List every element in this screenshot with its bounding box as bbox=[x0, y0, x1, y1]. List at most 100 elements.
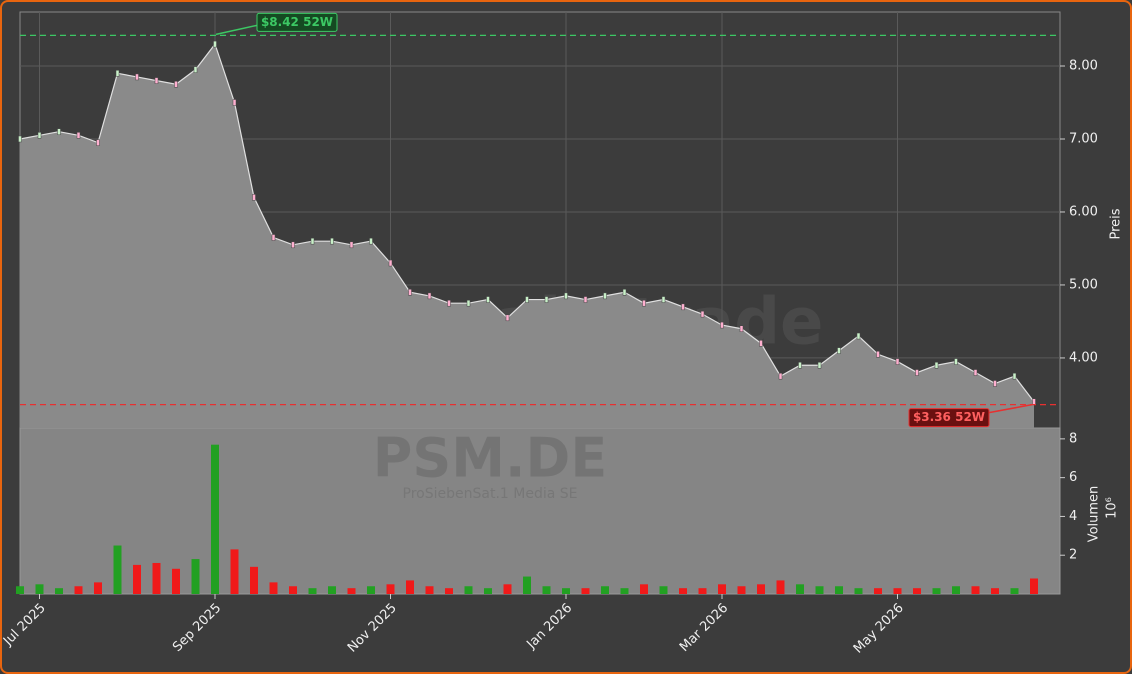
low-arrow bbox=[988, 403, 1033, 414]
volume-bar bbox=[191, 559, 200, 594]
volume-bar bbox=[913, 588, 921, 594]
candle bbox=[232, 99, 237, 106]
volume-bar bbox=[757, 584, 765, 594]
y2-axis-label: Volumen bbox=[1087, 486, 1102, 543]
high-arrow bbox=[215, 24, 258, 36]
volume-bar bbox=[386, 584, 395, 594]
candle bbox=[427, 292, 432, 300]
volume-bar bbox=[815, 586, 824, 594]
y-tick-label: 5.00 bbox=[1069, 277, 1098, 292]
volume-bar bbox=[874, 588, 882, 594]
volume-bar bbox=[952, 586, 960, 594]
candle bbox=[96, 139, 100, 146]
volume-bar bbox=[679, 588, 687, 594]
high-label-box bbox=[256, 12, 338, 32]
volume-bar bbox=[445, 588, 453, 594]
volume-bar bbox=[1030, 578, 1038, 594]
y-tick-label: 6.00 bbox=[1069, 204, 1098, 219]
volume-bar bbox=[776, 580, 785, 594]
candle bbox=[135, 73, 139, 81]
volume-bar bbox=[893, 588, 902, 594]
volume-bar bbox=[854, 588, 863, 594]
y2-tick-label: 4 bbox=[1069, 509, 1077, 524]
candle bbox=[622, 289, 627, 296]
candle bbox=[447, 299, 451, 307]
volume-bar bbox=[94, 582, 102, 594]
candle bbox=[349, 241, 354, 249]
x-tick-label: Jan 2026 bbox=[523, 601, 575, 653]
candle bbox=[330, 237, 334, 245]
volume-bar bbox=[1010, 588, 1019, 594]
volume-bar bbox=[230, 549, 239, 594]
low-label-box bbox=[908, 408, 990, 428]
y2-unit-label: 10⁶ bbox=[1105, 497, 1120, 519]
candle bbox=[720, 321, 724, 329]
volume-bar bbox=[523, 576, 531, 594]
candle bbox=[544, 296, 549, 303]
volume-bar bbox=[718, 584, 726, 594]
y-tick-label: 7.00 bbox=[1069, 131, 1098, 146]
volume-bar bbox=[269, 582, 278, 594]
volume-bar bbox=[74, 586, 83, 594]
candle bbox=[954, 358, 958, 365]
candle bbox=[174, 81, 178, 88]
candle bbox=[193, 66, 198, 73]
candle bbox=[213, 40, 217, 48]
candle bbox=[876, 351, 880, 358]
candle bbox=[466, 299, 471, 307]
candle bbox=[291, 241, 295, 249]
candle bbox=[154, 77, 159, 84]
volume-bar bbox=[406, 580, 414, 594]
volume-bar bbox=[796, 584, 804, 594]
volume-bar bbox=[484, 588, 492, 594]
candle bbox=[895, 358, 900, 365]
volume-bar bbox=[620, 588, 629, 594]
candle bbox=[778, 372, 783, 380]
y2-tick-label: 2 bbox=[1069, 548, 1077, 563]
volume-bar bbox=[991, 588, 999, 594]
y2-tick-label: 6 bbox=[1069, 470, 1077, 485]
volume-bar bbox=[328, 586, 336, 594]
candle bbox=[856, 332, 861, 340]
volume-bar bbox=[16, 586, 24, 594]
x-tick-label: Nov 2025 bbox=[345, 601, 400, 656]
volume-bar bbox=[172, 568, 180, 594]
volume-bar bbox=[35, 584, 44, 594]
symbol-watermark: PSM.DE bbox=[373, 427, 607, 490]
volume-bar bbox=[932, 588, 941, 594]
candle bbox=[603, 292, 607, 300]
volume-bar bbox=[113, 545, 122, 594]
candle bbox=[817, 361, 822, 369]
candle bbox=[739, 325, 744, 332]
candle bbox=[525, 296, 529, 303]
volume-bar bbox=[971, 586, 980, 594]
y-tick-label: 8.00 bbox=[1069, 59, 1098, 74]
candle bbox=[388, 259, 393, 267]
volume-bar bbox=[835, 586, 843, 594]
volume-bar bbox=[347, 588, 356, 594]
candle bbox=[993, 380, 997, 387]
volume-bar bbox=[250, 566, 258, 594]
volume-bar bbox=[581, 588, 590, 594]
candle bbox=[564, 292, 568, 300]
candle bbox=[310, 237, 315, 245]
candle bbox=[1012, 372, 1017, 380]
candle bbox=[759, 340, 763, 347]
volume-bar bbox=[367, 586, 375, 594]
candle bbox=[681, 303, 685, 311]
candle bbox=[1032, 398, 1036, 405]
candle bbox=[57, 128, 61, 135]
volume-bar bbox=[152, 562, 161, 594]
volume-bar bbox=[659, 586, 668, 594]
x-tick-label: Mar 2026 bbox=[677, 601, 731, 655]
volume-bar bbox=[601, 586, 609, 594]
volume-bar bbox=[211, 444, 219, 594]
y-tick-label: 4.00 bbox=[1069, 350, 1098, 365]
price-area bbox=[20, 44, 1034, 429]
low-label: $3.36 52W bbox=[913, 410, 985, 424]
volume-bar bbox=[464, 586, 473, 594]
candle bbox=[37, 132, 42, 139]
volume-bar bbox=[503, 584, 512, 594]
